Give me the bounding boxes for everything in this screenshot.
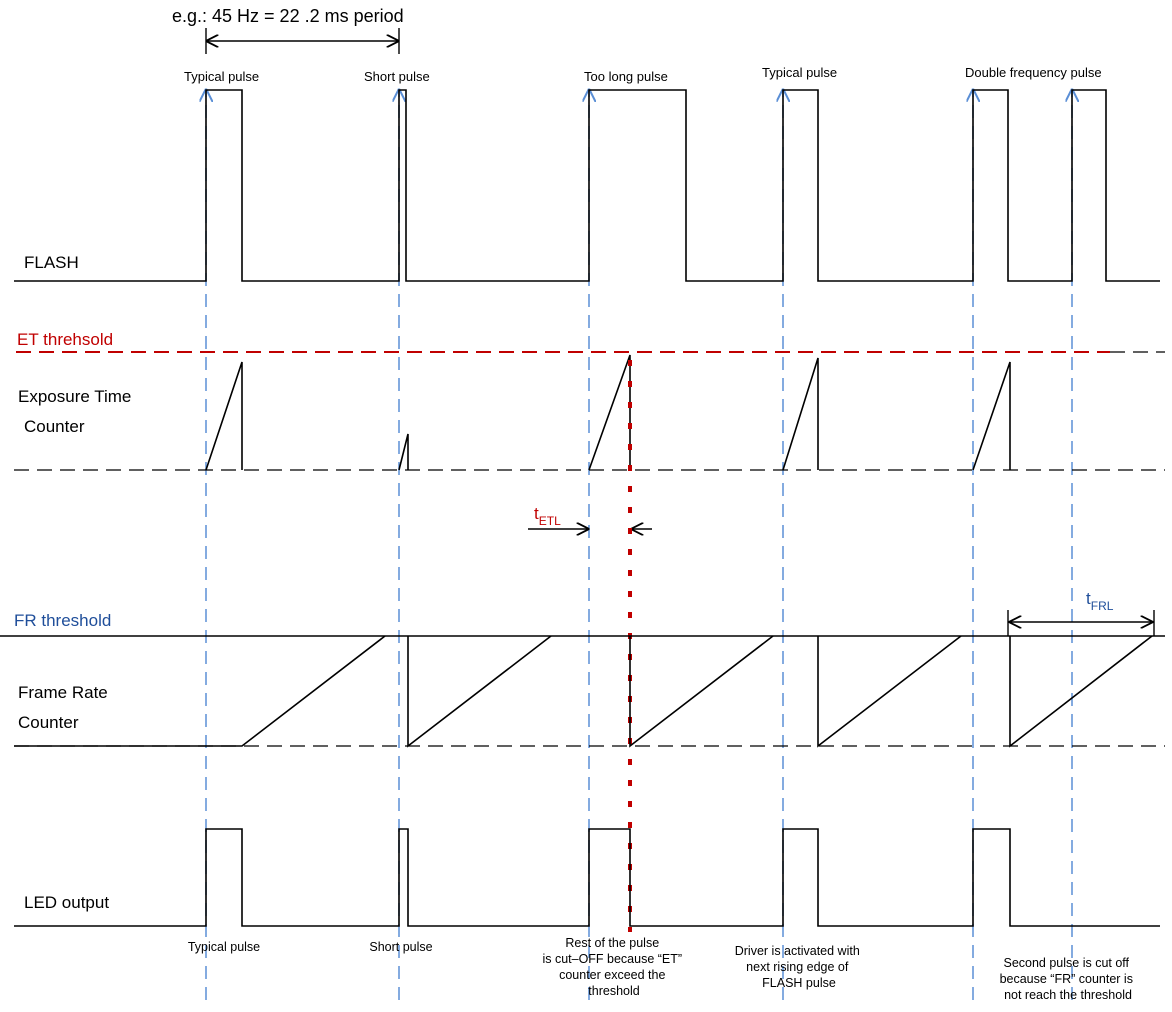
fr-threshold-label: FR threshold	[14, 611, 111, 630]
fr-counter-ramp-2	[407, 635, 552, 748]
t-etl-label: tETL	[534, 504, 561, 528]
et-counter-label-2: Counter	[24, 417, 85, 436]
fr-counter-ramp-1	[14, 635, 386, 747]
led-waveform	[14, 828, 1160, 927]
et-counter-ramp-1	[205, 361, 243, 471]
et-threshold-label: ET threhsold	[17, 330, 113, 349]
rising-edge-markers	[206, 90, 1072, 1000]
flash-label: FLASH	[24, 253, 79, 272]
top-label-typical-pulse-2: Typical pulse	[762, 65, 837, 80]
note-et-cutoff: Rest of the pulse is cut–OFF because “ET…	[542, 936, 685, 998]
et-counter-label-1: Exposure Time	[18, 387, 131, 406]
fr-counter-ramp-3	[629, 635, 774, 748]
et-counter-ramp-5	[972, 361, 1011, 471]
led-output-label: LED output	[24, 893, 109, 912]
top-label-short-pulse: Short pulse	[364, 69, 430, 84]
flash-waveform	[14, 89, 1160, 282]
top-label-too-long-pulse: Too long pulse	[584, 69, 668, 84]
top-label-double-frequency-pulse: Double frequency pulse	[965, 65, 1102, 80]
fr-counter-label-1: Frame Rate	[18, 683, 108, 702]
et-counter-ramp-3	[588, 354, 631, 471]
note-driver-activated: Driver is activated with next rising edg…	[735, 944, 864, 990]
note-typical-pulse: Typical pulse	[188, 940, 260, 954]
et-counter-ramp-4	[782, 357, 819, 471]
note-short-pulse: Short pulse	[369, 940, 432, 954]
fr-counter-label-2: Counter	[18, 713, 79, 732]
fr-counter-ramp-4	[817, 635, 962, 748]
fr-counter-ramp-5	[1009, 635, 1153, 748]
note-second-pulse-cut: Second pulse is cut off because “FR” cou…	[1000, 956, 1137, 1002]
t-frl-label: tFRL	[1086, 589, 1114, 613]
period-label: e.g.: 45 Hz = 22 .2 ms period	[172, 6, 404, 26]
et-counter-ramp-2	[398, 433, 409, 471]
top-label-typical-pulse: Typical pulse	[184, 69, 259, 84]
